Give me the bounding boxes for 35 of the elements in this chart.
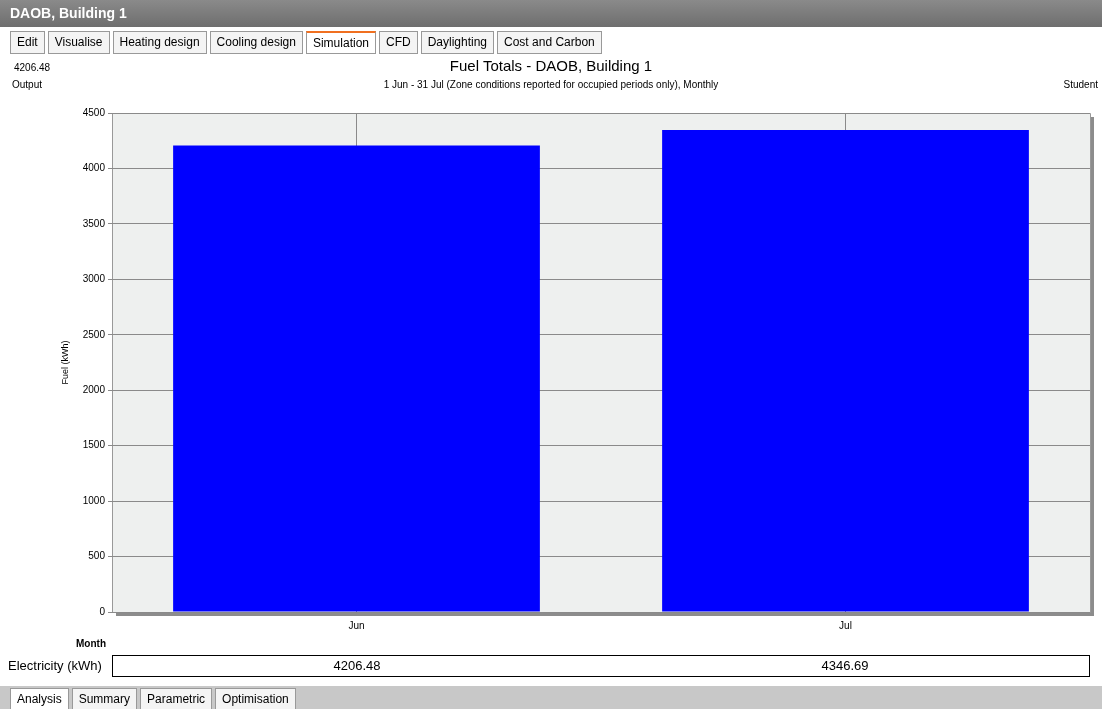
x-tick-label: Jun xyxy=(348,619,365,631)
text: 4206.48 xyxy=(14,62,51,73)
y-tick-label: 4000 xyxy=(82,162,106,174)
text: CFD xyxy=(378,31,418,54)
text: Optimisation xyxy=(215,688,296,709)
chart-title: Fuel Totals - DAOB, Building 1 xyxy=(449,57,653,74)
text: Analysis xyxy=(10,688,69,709)
data-label: 4206.48 xyxy=(332,657,382,675)
y-tick-label: 2000 xyxy=(82,383,106,395)
text: Parametric xyxy=(140,688,213,709)
text: Output xyxy=(12,79,43,90)
y-tick-label: 4500 xyxy=(82,106,106,118)
text: Edit xyxy=(10,31,45,54)
text: Simulation xyxy=(305,31,376,54)
text: Daylighting xyxy=(420,31,495,54)
y-axis-title: Fuel (kWh) xyxy=(59,340,70,385)
x-tick-label: Jul xyxy=(839,619,852,631)
y-tick-label: 500 xyxy=(88,550,106,562)
text: DAOB, Building 1 xyxy=(0,0,1102,27)
text: Student xyxy=(1063,79,1098,90)
text: Summary xyxy=(71,688,138,709)
y-tick-label: 2500 xyxy=(82,328,106,340)
y-tick-label: 3500 xyxy=(82,217,106,229)
x-axis-title: Month xyxy=(76,638,106,649)
y-tick-label: 3000 xyxy=(82,273,106,285)
text: Electricity (kWh) xyxy=(8,658,102,673)
text: Cooling design xyxy=(209,31,303,54)
data-label: 4346.69 xyxy=(820,657,870,675)
text: Visualise xyxy=(47,31,110,54)
y-tick-label: 0 xyxy=(99,605,106,617)
text: Cost and Carbon xyxy=(497,31,602,54)
y-tick-label: 1000 xyxy=(82,494,106,506)
chart-subtitle: 1 Jun - 31 Jul (Zone conditions reported for occupied periods only), Monthly xyxy=(383,79,719,90)
text: Heating design xyxy=(112,31,207,54)
y-tick-label: 1500 xyxy=(82,439,106,451)
